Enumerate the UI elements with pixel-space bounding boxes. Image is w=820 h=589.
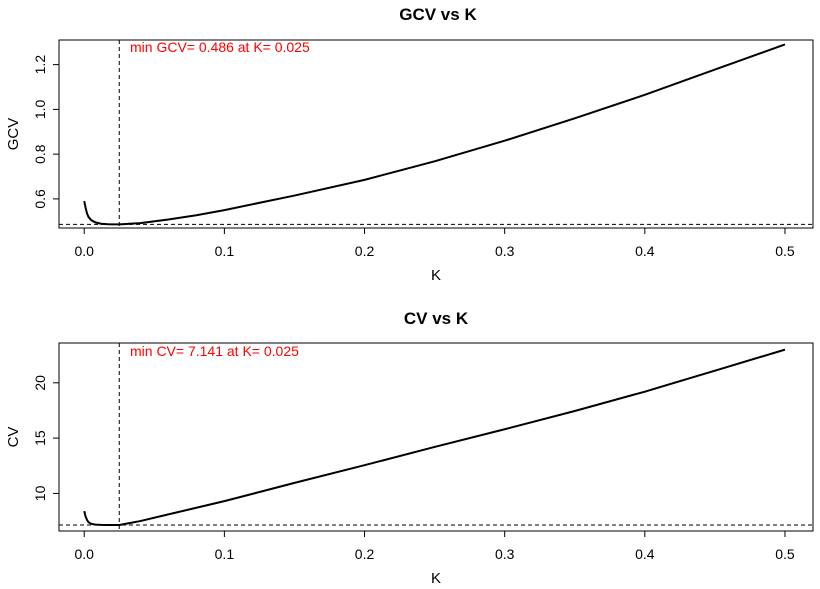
gcv-y-tick-label: 0.6 xyxy=(32,189,48,209)
cv-y-axis: 10 15 20 xyxy=(32,375,59,501)
gcv-x-tick-label: 0.1 xyxy=(215,243,235,259)
gcv-plot-frame xyxy=(58,39,814,229)
cv-x-tick-label: 0.3 xyxy=(495,546,515,562)
gcv-x-tick-label: 0.0 xyxy=(74,243,94,259)
cv-x-tick-label: 0.5 xyxy=(775,546,795,562)
gcv-y-axis: 0.6 0.8 1.0 1.2 xyxy=(32,55,59,209)
cv-min-annotation: min CV= 7.141 at K= 0.025 xyxy=(130,343,299,359)
gcv-x-tick-label: 0.5 xyxy=(775,243,795,259)
gcv-x-tick-label: 0.3 xyxy=(495,243,515,259)
gcv-x-label: K xyxy=(431,267,441,284)
cv-x-tick-label: 0.4 xyxy=(635,546,655,562)
gcv-y-tick-label: 1.2 xyxy=(32,55,48,75)
gcv-x-tick-label: 0.4 xyxy=(635,243,655,259)
cv-x-tick-label: 0.0 xyxy=(74,546,94,562)
gcv-panel: GCV vs K 0.0 0.1 0.2 0.3 0.4 0.5 0.6 0.8 1.0 1.2… xyxy=(5,5,814,284)
gcv-x-axis: 0.0 0.1 0.2 0.3 0.4 0.5 xyxy=(74,228,795,259)
cv-y-tick-label: 10 xyxy=(32,485,48,501)
cv-y-tick-label: 15 xyxy=(32,430,48,446)
cv-chart-title: CV vs K xyxy=(404,309,469,328)
cv-plot-frame xyxy=(58,342,814,532)
cv-x-label: K xyxy=(431,570,441,587)
gcv-y-label: GCV xyxy=(5,118,22,151)
cv-x-tick-label: 0.2 xyxy=(355,546,375,562)
gcv-chart-title: GCV vs K xyxy=(399,5,477,24)
gcv-min-annotation: min GCV= 0.486 at K= 0.025 xyxy=(130,39,310,55)
cv-y-label: CV xyxy=(5,427,22,448)
gcv-curve xyxy=(83,43,786,226)
cv-x-axis: 0.0 0.1 0.2 0.3 0.4 0.5 xyxy=(74,531,795,562)
cv-panel: CV vs K 0.0 0.1 0.2 0.3 0.4 0.5 10 15 20 min CV… xyxy=(5,309,814,587)
gcv-y-tick-label: 0.8 xyxy=(32,144,48,164)
gcv-x-tick-label: 0.2 xyxy=(355,243,375,259)
cv-x-tick-label: 0.1 xyxy=(215,546,235,562)
cv-curve xyxy=(83,348,786,527)
cv-y-tick-label: 20 xyxy=(32,375,48,391)
gcv-y-tick-label: 1.0 xyxy=(32,99,48,119)
